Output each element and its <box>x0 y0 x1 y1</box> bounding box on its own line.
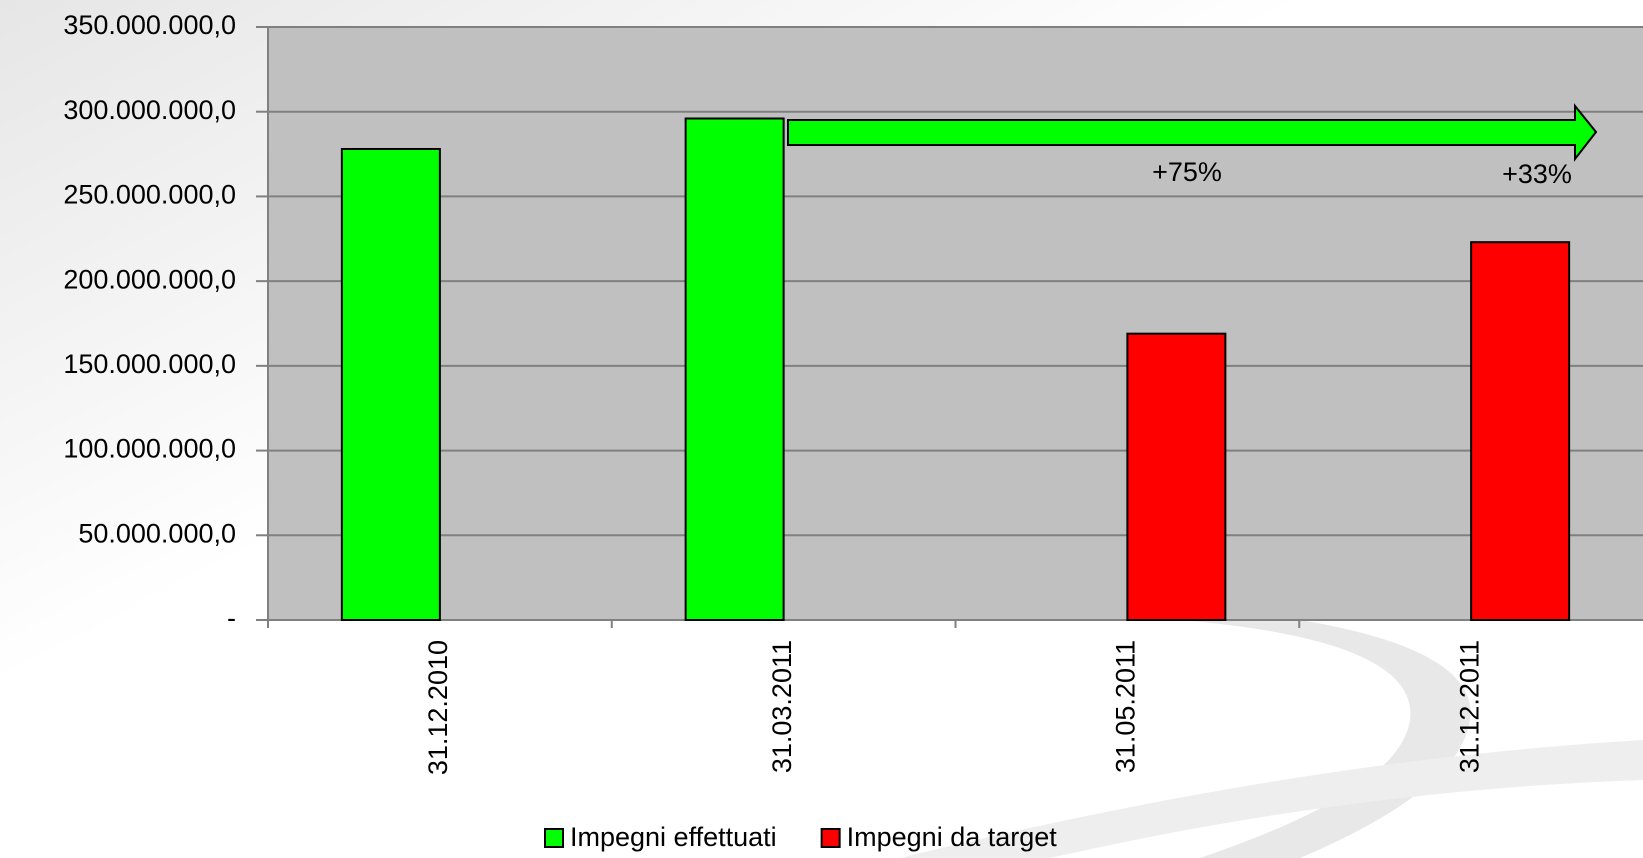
annotation: +75% <box>1152 157 1222 187</box>
y-tick-label: 250.000.000,0 <box>63 180 236 210</box>
legend-swatch <box>544 828 564 848</box>
y-tick-label: 50.000.000,0 <box>78 518 236 548</box>
y-tick-label: - <box>227 603 236 633</box>
y-tick-label: 150.000.000,0 <box>63 349 236 379</box>
x-tick-label: 31.12.2011 <box>1454 640 1484 773</box>
legend-label: Impegni da target <box>847 822 1058 852</box>
x-tick-label: 31.03.2011 <box>767 640 797 773</box>
bar <box>684 117 785 622</box>
legend-swatch <box>820 828 841 848</box>
bar <box>1126 332 1227 621</box>
bar <box>1470 241 1571 621</box>
legend-label: Impegni effettuati <box>570 822 777 852</box>
y-tick-label: 350.000.000,0 <box>63 10 236 40</box>
y-tick-label: 100.000.000,0 <box>63 434 236 464</box>
y-tick-label: 200.000.000,0 <box>63 264 236 294</box>
bar <box>340 147 441 621</box>
arrow <box>787 103 1598 162</box>
annotation: +33% <box>1502 159 1572 189</box>
decoration <box>900 740 1643 858</box>
x-tick-label: 31.05.2011 <box>1111 640 1141 773</box>
x-tick-label: 31.12.2010 <box>423 640 453 775</box>
y-tick-label: 300.000.000,0 <box>63 95 236 125</box>
decoration <box>1180 620 1471 858</box>
plot-background <box>268 27 1643 620</box>
